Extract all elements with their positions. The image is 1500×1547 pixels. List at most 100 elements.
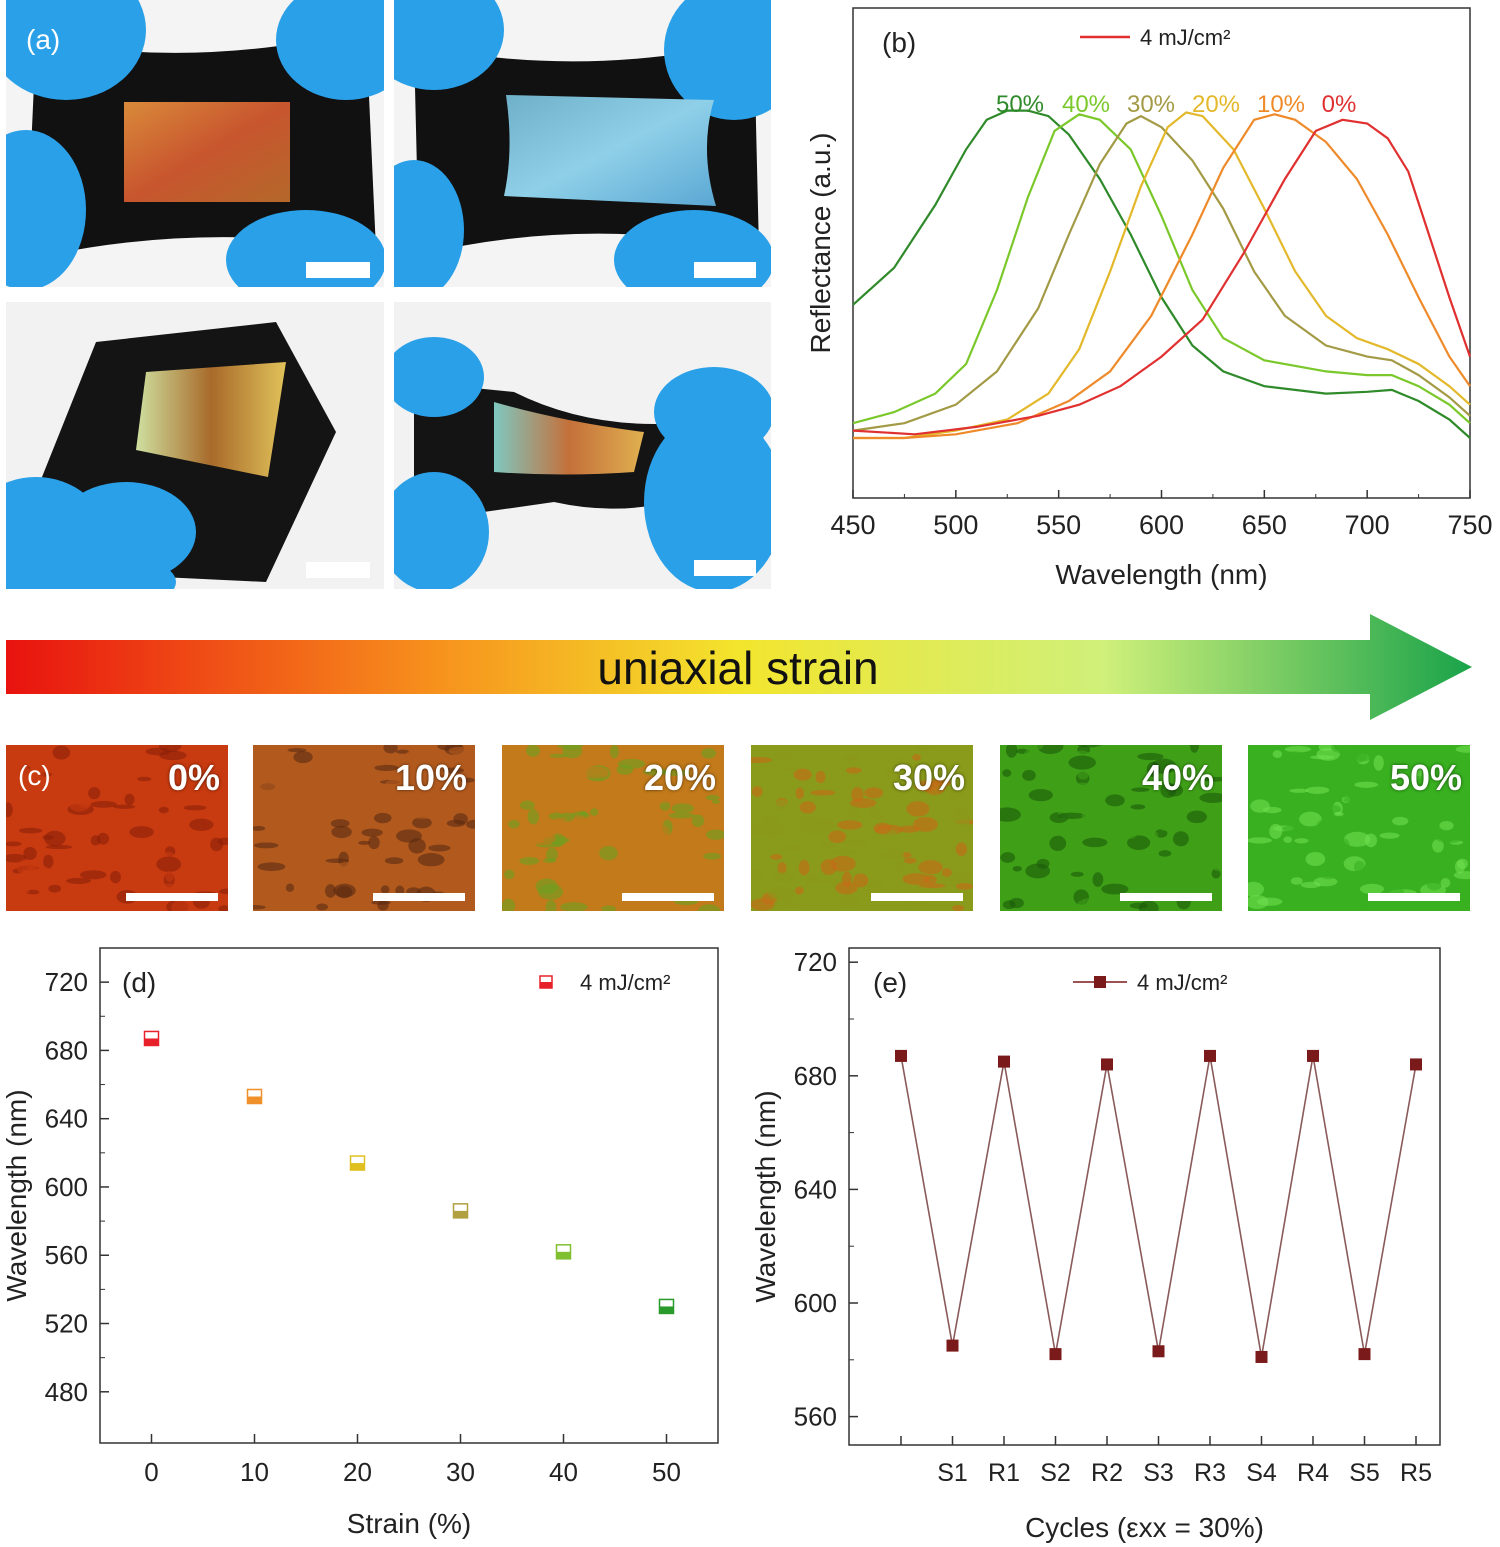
grain: [368, 751, 391, 766]
grain: [1364, 833, 1378, 848]
grain: [1070, 871, 1084, 877]
grain: [1110, 869, 1121, 879]
grain: [751, 866, 764, 882]
grain: [1021, 745, 1044, 751]
grain: [113, 804, 136, 809]
grain: [906, 801, 930, 817]
micrograph-tile: 50%: [1248, 745, 1470, 911]
strain-percent-label: 10%: [394, 757, 467, 798]
grain: [159, 750, 187, 761]
grain: [557, 745, 584, 750]
grain: [1289, 788, 1309, 793]
grain: [1002, 769, 1012, 777]
grain: [1248, 881, 1264, 897]
grain: [783, 894, 795, 909]
grain: [1284, 746, 1312, 753]
panel-a-label: (a): [26, 24, 61, 55]
grain: [257, 862, 286, 872]
plot-frame: [99, 947, 719, 1444]
grain: [705, 808, 724, 816]
scale-bar: [1368, 893, 1460, 901]
grain: [774, 751, 796, 760]
grain: [1305, 851, 1326, 867]
grain: [1000, 831, 1015, 837]
x-tick-label: S3: [1143, 1459, 1174, 1487]
grain: [634, 783, 659, 788]
grain: [90, 800, 117, 808]
grain: [1372, 810, 1393, 815]
x-tick-label: 550: [1036, 510, 1081, 540]
cycle-wavelength-chart: S1 R1 S2 R2 S3 R3 S4 R4 S5 R5 560 600 640 680 720 Cycle…: [750, 947, 1441, 1543]
grain: [1023, 749, 1039, 763]
y-tick-label: 600: [45, 1172, 88, 1202]
x-tick-label: 700: [1345, 510, 1390, 540]
grain: [66, 877, 92, 884]
spectrum-line: [852, 114, 1471, 432]
grain: [6, 853, 27, 863]
grain: [1419, 866, 1437, 873]
grain: [43, 854, 54, 869]
grain: [428, 844, 451, 852]
legend-label: 4 mJ/cm²: [580, 970, 670, 995]
grain: [549, 753, 569, 758]
micrograph-texture: [751, 745, 973, 911]
grain: [916, 745, 932, 753]
grain: [1453, 871, 1470, 880]
data-point-fill: [247, 1096, 262, 1104]
grain: [1333, 837, 1350, 852]
legend-marker-fill: [540, 982, 552, 988]
x-tick-label: 450: [830, 510, 875, 540]
grain: [412, 810, 434, 820]
grain: [837, 820, 863, 830]
grain: [633, 870, 654, 876]
micrograph-texture: [1248, 745, 1470, 911]
grain: [1008, 790, 1022, 806]
grain: [46, 760, 71, 770]
grain: [287, 748, 307, 753]
grain: [828, 830, 847, 844]
grain: [253, 842, 279, 849]
grain: [873, 822, 892, 835]
photo-twisted-art: [394, 302, 771, 589]
grain: [1028, 788, 1053, 802]
grain: [219, 888, 228, 895]
micrograph-texture: [6, 745, 228, 911]
grain: [1203, 851, 1222, 866]
micrograph-tile: 40%: [1000, 745, 1222, 911]
grain: [578, 810, 588, 817]
series-label: 50%: [996, 91, 1044, 118]
grain: [659, 801, 671, 811]
legend-marker: [1094, 976, 1106, 988]
grain: [380, 885, 390, 894]
grain: [293, 751, 313, 764]
grain: [609, 745, 619, 759]
grain: [1333, 811, 1344, 817]
grain: [947, 786, 962, 803]
grain: [303, 883, 323, 893]
grain: [1025, 863, 1051, 879]
grain: [941, 868, 952, 877]
grain: [1318, 865, 1339, 880]
grain: [589, 808, 599, 816]
grain: [399, 900, 417, 908]
grain: [1364, 862, 1382, 875]
grain: [253, 745, 270, 749]
grain: [1057, 812, 1086, 819]
grain: [829, 855, 856, 872]
data-point: [895, 1049, 907, 1062]
panel-d-label: (d): [122, 967, 156, 998]
series-label: 10%: [1257, 91, 1305, 118]
data-point: [1049, 1348, 1062, 1361]
grain: [835, 881, 858, 895]
y-tick-label: 640: [794, 1174, 837, 1204]
panel-e-label: (e): [873, 967, 907, 998]
x-tick-label: 10: [240, 1457, 269, 1487]
grain: [913, 817, 938, 832]
grain: [527, 808, 539, 825]
grain: [1373, 755, 1384, 771]
grain: [503, 780, 512, 793]
grain: [751, 898, 775, 911]
grain: [808, 830, 823, 837]
grain: [914, 780, 938, 792]
grain: [807, 817, 836, 833]
